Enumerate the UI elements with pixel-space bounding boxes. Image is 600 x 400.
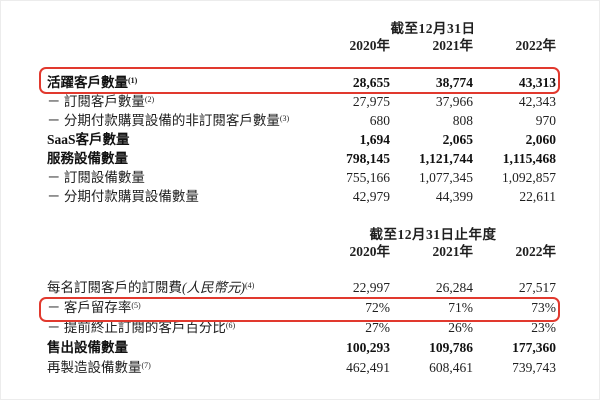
value-2022: 22,611 bbox=[519, 189, 556, 204]
table1-rows: 活躍客戶數量(1) 28,655 38,774 43,313 － 訂閱客戶數量(… bbox=[1, 73, 599, 206]
footnote-marker: (5) bbox=[131, 301, 141, 310]
footnote-marker: (7) bbox=[141, 361, 151, 370]
value-2020: 72% bbox=[365, 300, 390, 315]
row-label: － 分期付款購買設備數量 bbox=[47, 189, 199, 204]
footnote-marker: (4) bbox=[245, 281, 255, 290]
row-label: － 客戶留存率(5) bbox=[47, 300, 141, 315]
table-row-in-service-devices: 服務設備數量 798,145 1,121,744 1,115,468 bbox=[1, 149, 599, 168]
value-2021: 26,284 bbox=[435, 280, 473, 295]
table-row-devices-sold: 售出設備數量 100,293 109,786 177,360 bbox=[1, 338, 599, 358]
row-label: 活躍客戶數量(1) bbox=[47, 75, 138, 90]
value-2020: 100,293 bbox=[346, 340, 390, 355]
value-2022: 73% bbox=[531, 300, 556, 315]
table-row-early-termination-percentage: － 提前終止訂閱的客戶百分比(6) 27% 26% 23% bbox=[1, 318, 599, 338]
value-2021: 109,786 bbox=[429, 340, 473, 355]
value-2020: 22,997 bbox=[352, 280, 390, 295]
value-2022: 42,343 bbox=[518, 94, 556, 109]
table-row-remanufactured-devices: 再製造設備數量(7) 462,491 608,461 739,743 bbox=[1, 358, 599, 378]
value-2021: 1,077,345 bbox=[419, 170, 473, 185]
value-2020: 1,694 bbox=[359, 132, 390, 147]
value-2021: 808 bbox=[452, 113, 473, 128]
year-column-2021: 2021年 bbox=[432, 244, 474, 259]
value-2021: 1,121,744 bbox=[419, 151, 473, 166]
row-label: 再製造設備數量(7) bbox=[47, 360, 151, 375]
row-label: － 訂閱客戶數量(2) bbox=[47, 94, 155, 109]
year-column-2022: 2022年 bbox=[515, 244, 557, 259]
row-label: 售出設備數量 bbox=[47, 340, 128, 355]
value-2022: 23% bbox=[531, 320, 556, 335]
value-2022: 1,115,468 bbox=[502, 151, 556, 166]
value-2021: 37,966 bbox=[435, 94, 473, 109]
table-row-saas-customers: SaaS客戶數量 1,694 2,065 2,060 bbox=[1, 130, 599, 149]
table-row-installment-non-subscription-customers: － 分期付款購買設備的非訂閱客戶數量(3) 680 808 970 bbox=[1, 111, 599, 130]
value-2020: 28,655 bbox=[352, 75, 390, 90]
table-row-subscription-customers: － 訂閱客戶數量(2) 27,975 37,966 42,343 bbox=[1, 92, 599, 111]
value-2022: 2,060 bbox=[525, 132, 556, 147]
value-2022: 970 bbox=[535, 113, 556, 128]
value-2021: 2,065 bbox=[442, 132, 473, 147]
table1-period-header: 截至12月31日 bbox=[390, 21, 476, 36]
table2-years-row: 2020年 2021年 2022年 bbox=[1, 244, 599, 260]
year-column-2022: 2022年 bbox=[515, 38, 557, 53]
years-row-spacer bbox=[47, 38, 307, 54]
value-2020: 798,145 bbox=[346, 151, 390, 166]
table-row-customer-retention-rate: － 客戶留存率(5) 72% 71% 73% bbox=[1, 298, 599, 318]
value-2020: 27,975 bbox=[352, 94, 390, 109]
value-2022: 177,360 bbox=[512, 340, 556, 355]
value-2021: 26% bbox=[448, 320, 473, 335]
value-2020: 27% bbox=[365, 320, 390, 335]
value-2022: 43,313 bbox=[518, 75, 556, 90]
row-label: 服務設備數量 bbox=[47, 151, 128, 166]
value-2021: 38,774 bbox=[435, 75, 473, 90]
table-row-subscription-fee-per-customer: 每名訂閱客戶的訂閱費(人民幣元)(4) 22,997 26,284 27,517 bbox=[1, 278, 599, 298]
row-label: － 分期付款購買設備的非訂閱客戶數量(3) bbox=[47, 113, 290, 128]
year-column-2021: 2021年 bbox=[432, 38, 474, 53]
years-row-spacer bbox=[47, 244, 307, 260]
year-column-2020: 2020年 bbox=[349, 38, 391, 53]
value-2021: 71% bbox=[448, 300, 473, 315]
year-column-2020: 2020年 bbox=[349, 244, 391, 259]
table2-rows: 每名訂閱客戶的訂閱費(人民幣元)(4) 22,997 26,284 27,517… bbox=[1, 278, 599, 378]
value-2022: 739,743 bbox=[512, 360, 556, 375]
footnote-marker: (2) bbox=[144, 95, 155, 104]
value-2021: 608,461 bbox=[429, 360, 473, 375]
table2-period-header: 截至12月31日止年度 bbox=[369, 227, 497, 242]
table-row-active-customers: 活躍客戶數量(1) 28,655 38,774 43,313 bbox=[1, 73, 599, 92]
value-2020: 42,979 bbox=[352, 189, 390, 204]
value-2020: 755,166 bbox=[346, 170, 390, 185]
value-2022: 27,517 bbox=[518, 280, 556, 295]
table-row-subscription-devices: － 訂閱設備數量 755,166 1,077,345 1,092,857 bbox=[1, 168, 599, 187]
value-2021: 44,399 bbox=[435, 189, 473, 204]
value-2020: 680 bbox=[369, 113, 390, 128]
footnote-marker: (1) bbox=[128, 76, 138, 85]
footnote-marker: (6) bbox=[225, 321, 236, 330]
row-label: － 提前終止訂閱的客戶百分比(6) bbox=[47, 320, 236, 335]
value-2020: 462,491 bbox=[346, 360, 390, 375]
table-row-installment-purchase-devices: － 分期付款購買設備數量 42,979 44,399 22,611 bbox=[1, 187, 599, 206]
row-label: － 訂閱設備數量 bbox=[47, 170, 145, 185]
currency-note: (人民幣元) bbox=[182, 280, 245, 295]
value-2022: 1,092,857 bbox=[502, 170, 556, 185]
footnote-marker: (3) bbox=[279, 114, 290, 123]
row-label: SaaS客戶數量 bbox=[47, 132, 130, 147]
table1-years-row: 2020年 2021年 2022年 bbox=[1, 38, 599, 54]
row-label: 每名訂閱客戶的訂閱費(人民幣元)(4) bbox=[47, 280, 255, 295]
